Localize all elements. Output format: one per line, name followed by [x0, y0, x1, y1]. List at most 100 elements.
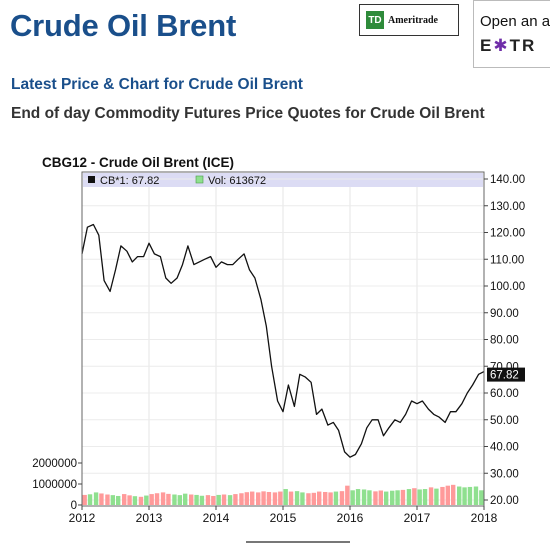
- price-tick-label: 40.00: [490, 442, 519, 454]
- etrade-logo-tr: TR: [509, 36, 537, 55]
- volume-bar: [306, 493, 311, 505]
- price-tick-label: 50.00: [490, 415, 519, 427]
- price-tick-label: 90.00: [490, 308, 519, 320]
- etrade-logo-e: E: [480, 36, 494, 55]
- volume-bar: [390, 490, 395, 505]
- etrade-line-1: Open an a: [480, 13, 550, 30]
- volume-bar: [99, 493, 104, 505]
- volume-bar: [378, 490, 384, 505]
- price-tick-label: 30.00: [490, 468, 519, 480]
- volume-bar: [440, 486, 445, 505]
- volume-bar: [132, 496, 138, 505]
- volume-bar: [199, 495, 205, 505]
- volume-bar: [189, 494, 194, 505]
- volume-bar: [373, 491, 378, 505]
- volume-bar: [172, 494, 177, 505]
- ad-etrade[interactable]: Open an a E✱TR: [473, 0, 550, 68]
- page-description: End of day Commodity Futures Price Quote…: [11, 105, 485, 122]
- price-tick-label: 80.00: [490, 335, 519, 347]
- volume-bar: [122, 494, 127, 505]
- volume-bar: [110, 495, 116, 505]
- volume-bar: [361, 489, 367, 505]
- legend-label: CB*1: 67.82: [100, 175, 159, 187]
- volume-bar: [323, 491, 328, 505]
- volume-bar: [93, 492, 99, 505]
- volume-bar: [355, 489, 361, 505]
- volume-bar: [428, 487, 434, 505]
- volume-bar: [127, 495, 132, 505]
- x-tick-label: 2017: [404, 511, 431, 525]
- x-tick-label: 2014: [203, 511, 230, 525]
- volume-tick-label: 2000000: [32, 458, 77, 470]
- volume-bar: [194, 494, 199, 505]
- legend-band: [83, 173, 483, 187]
- x-tick-label: 2016: [337, 511, 364, 525]
- volume-bar: [221, 494, 227, 505]
- last-value-box: [487, 367, 525, 382]
- volume-tick-label: 1000000: [32, 479, 77, 491]
- ad-td-ameritrade[interactable]: TD Ameritrade: [359, 4, 459, 36]
- volume-bar: [82, 494, 87, 505]
- volume-bar: [434, 488, 439, 505]
- volume-bar: [249, 491, 255, 505]
- volume-bar: [417, 489, 422, 505]
- volume-bar: [144, 495, 149, 505]
- volume-bar: [239, 493, 244, 505]
- volume-bar: [138, 496, 144, 505]
- volume-bar: [457, 486, 462, 505]
- volume-bar: [345, 485, 350, 505]
- price-tick-label: 130.00: [490, 201, 525, 213]
- volume-bar: [272, 492, 278, 505]
- volume-bar: [395, 490, 400, 505]
- price-line: [81, 223, 485, 458]
- page-title: Crude Oil Brent: [10, 8, 237, 43]
- volume-bar: [177, 495, 183, 505]
- volume-bar: [328, 492, 333, 505]
- volume-bar: [105, 494, 110, 505]
- volume-bar: [87, 494, 93, 505]
- volume-bar: [205, 495, 211, 505]
- legend-swatch: [195, 175, 204, 184]
- volume-bar: [244, 492, 250, 505]
- td-ad-text: Ameritrade: [388, 14, 438, 26]
- volume-bar: [227, 495, 233, 505]
- x-tick-label: 2018: [471, 511, 498, 525]
- volume-bar: [288, 491, 294, 505]
- volume-bar: [149, 494, 154, 505]
- volume-bar: [450, 484, 456, 505]
- volume-bar: [278, 491, 283, 505]
- volume-bar: [283, 489, 288, 505]
- volume-bar: [467, 486, 473, 505]
- volume-bar: [339, 491, 345, 505]
- volume-bar: [115, 495, 121, 505]
- volume-bar: [462, 487, 467, 505]
- etrade-logo: E✱TR: [480, 36, 550, 56]
- volume-bar: [216, 494, 221, 505]
- volume-bar: [294, 491, 300, 505]
- volume-bar: [256, 492, 261, 505]
- volume-tick-label: 0: [71, 500, 77, 512]
- price-tick-label: 140.00: [490, 174, 525, 186]
- price-tick-label: 20.00: [490, 495, 519, 507]
- volume-bar: [154, 493, 160, 505]
- volume-bar: [160, 492, 166, 505]
- volume-bar: [316, 491, 322, 505]
- last-value-label: 67.82: [490, 370, 519, 382]
- price-tick-label: 100.00: [490, 281, 525, 293]
- subtitle-link[interactable]: Latest Price & Chart for Crude Oil Brent: [11, 76, 303, 93]
- volume-bar: [473, 486, 479, 505]
- volume-bar: [400, 489, 406, 505]
- td-logo: TD: [366, 11, 384, 29]
- chart-title: CBG12 - Crude Oil Brent (ICE): [42, 155, 235, 170]
- etrade-star-icon: ✱: [493, 36, 510, 55]
- volume-bar: [350, 490, 355, 505]
- volume-bar: [412, 488, 417, 505]
- price-tick-label: 110.00: [490, 254, 524, 266]
- volume-bar: [406, 489, 412, 505]
- legend-swatch: [88, 176, 95, 183]
- volume-bar: [166, 493, 171, 505]
- volume-bar: [261, 491, 266, 505]
- volume-bar: [367, 490, 372, 505]
- price-tick-label: 120.00: [490, 228, 525, 240]
